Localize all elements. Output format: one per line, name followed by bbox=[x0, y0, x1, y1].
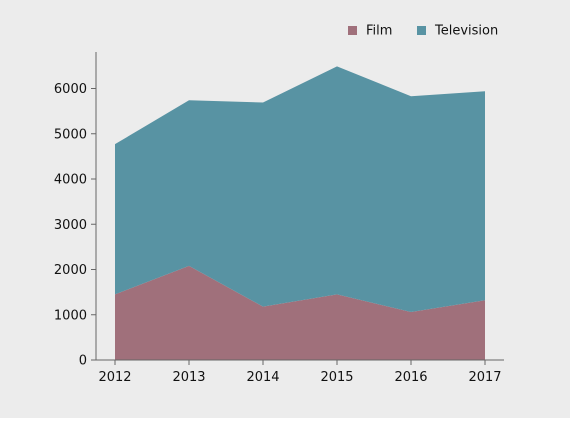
y-tick-label: 2000 bbox=[54, 263, 87, 278]
area-layer bbox=[115, 66, 485, 360]
y-tick-label: 4000 bbox=[54, 173, 87, 188]
chart-panel: 0 1000 2000 3000 4000 5000 6000 2012 2013 2014 20… bbox=[0, 0, 570, 418]
legend: Film Television bbox=[348, 24, 498, 39]
area-film bbox=[115, 265, 485, 360]
x-tick-label: 2014 bbox=[246, 370, 279, 385]
x-tick-label: 2012 bbox=[98, 370, 131, 385]
x-axis-ticks: 2012 2013 2014 2015 2016 2017 bbox=[98, 360, 502, 385]
x-tick-label: 2016 bbox=[394, 370, 427, 385]
x-tick-label: 2013 bbox=[172, 370, 205, 385]
y-tick-label: 1000 bbox=[54, 308, 87, 323]
y-tick-label: 3000 bbox=[54, 218, 87, 233]
y-tick-label: 5000 bbox=[54, 127, 87, 142]
y-tick-label: 0 bbox=[79, 354, 87, 369]
y-axis-ticks: 0 1000 2000 3000 4000 5000 6000 bbox=[54, 82, 96, 369]
area-television bbox=[115, 66, 485, 313]
x-tick-label: 2017 bbox=[468, 370, 501, 385]
legend-label-television: Television bbox=[434, 24, 498, 39]
legend-label-film: Film bbox=[366, 24, 392, 39]
legend-swatch-film bbox=[348, 26, 357, 35]
x-tick-label: 2015 bbox=[320, 370, 353, 385]
legend-swatch-television bbox=[417, 26, 426, 35]
y-tick-label: 6000 bbox=[54, 82, 87, 97]
